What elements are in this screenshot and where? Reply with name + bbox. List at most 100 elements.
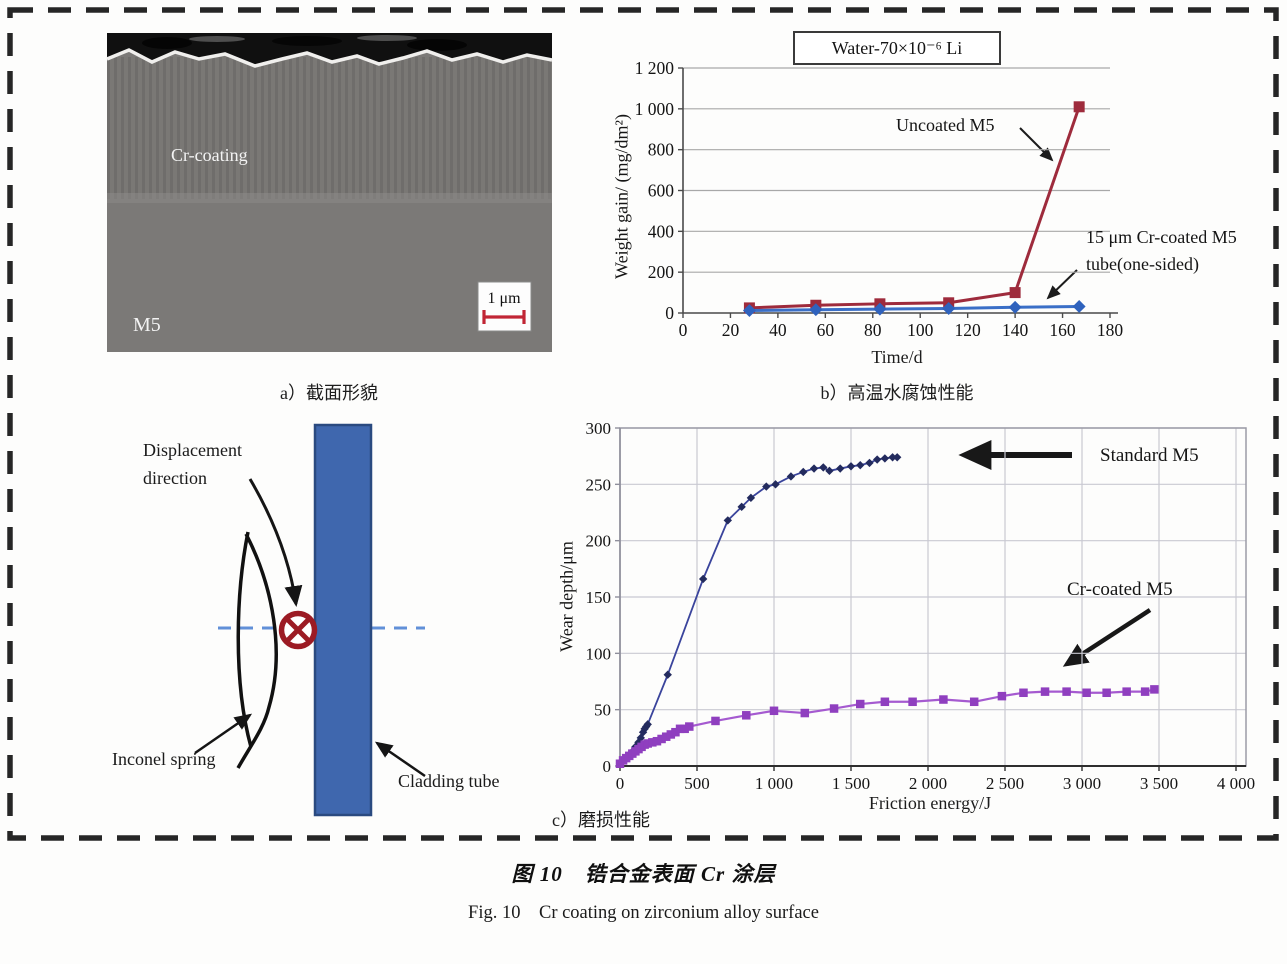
data-point bbox=[1009, 287, 1021, 299]
data-point bbox=[1150, 685, 1159, 694]
data-point bbox=[666, 730, 676, 739]
data-point bbox=[648, 738, 657, 747]
data-point bbox=[723, 516, 732, 525]
y-tick-label: 400 bbox=[648, 221, 675, 241]
figure-caption-en: Fig. 10 Cr coating on zirconium alloy su… bbox=[468, 903, 819, 923]
data-point bbox=[771, 480, 780, 489]
x-tick-label: 140 bbox=[1002, 320, 1029, 340]
x-tick-label: 100 bbox=[907, 320, 934, 340]
data-point bbox=[1073, 101, 1085, 113]
x-tick-label: 4 000 bbox=[1217, 774, 1255, 793]
standard-m5-label: Standard M5 bbox=[1100, 445, 1199, 466]
data-point bbox=[809, 303, 823, 317]
data-point bbox=[746, 493, 756, 503]
cr-coated-m5-label: 15 μm Cr-coated M5 tube(one-sided) bbox=[1086, 227, 1237, 274]
x-tick-label: 160 bbox=[1049, 320, 1076, 340]
data-point bbox=[1062, 687, 1071, 696]
y-tick-label: 800 bbox=[648, 140, 675, 160]
data-point bbox=[652, 736, 662, 746]
y-tick-label: 1 200 bbox=[635, 58, 675, 78]
x-tick-label: 0 bbox=[616, 774, 625, 793]
y-tick-label: 1 000 bbox=[635, 99, 675, 119]
uncoated-m5-label: Uncoated M5 bbox=[896, 115, 995, 135]
y-tick-label: 50 bbox=[594, 701, 611, 720]
inconel-spring-arrow bbox=[194, 713, 253, 755]
x-tick-label: 20 bbox=[722, 320, 740, 340]
data-point bbox=[893, 453, 902, 462]
x-tick-label: 1 000 bbox=[755, 774, 793, 793]
data-point bbox=[769, 706, 779, 716]
x-tick-label: 2 500 bbox=[986, 774, 1024, 793]
chart-c-xlabel: Friction energy/J bbox=[868, 793, 992, 813]
chart-b-ylabel: Weight gain/ (mg/dm²) bbox=[611, 114, 632, 279]
data-point bbox=[663, 670, 672, 679]
data-point bbox=[698, 574, 708, 584]
data-point bbox=[880, 454, 890, 463]
cladding-tube-arrow bbox=[374, 741, 426, 778]
data-point bbox=[939, 695, 948, 704]
caption-panel-b: b）高温水腐蚀性能 bbox=[820, 383, 974, 403]
y-tick-label: 0 bbox=[665, 303, 674, 323]
x-tick-label: 180 bbox=[1097, 320, 1124, 340]
data-point bbox=[1082, 688, 1091, 698]
sem-surface-ridge bbox=[106, 48, 553, 68]
data-point bbox=[643, 739, 652, 748]
y-tick-label: 100 bbox=[586, 644, 612, 663]
chart-b-title-box: Water-70×10⁻⁶ Li bbox=[793, 31, 1001, 65]
data-point bbox=[888, 453, 897, 462]
sem-image: Cr-coating M5 1 μm bbox=[106, 33, 553, 352]
data-point bbox=[661, 732, 671, 741]
uncoated-annotation-arrow bbox=[1019, 127, 1054, 162]
data-point bbox=[799, 467, 808, 477]
x-tick-label: 3 000 bbox=[1063, 774, 1101, 793]
data-point bbox=[836, 464, 845, 473]
chart-b-title: Water-70×10⁻⁶ Li bbox=[831, 38, 963, 58]
sem-debris bbox=[142, 37, 192, 49]
wear-chart: 0 500 1 000 1 500 2 000 2 500 3 000 3 500 4 000 0… bbox=[586, 419, 1256, 793]
x-tick-label: 40 bbox=[769, 320, 787, 340]
data-point bbox=[809, 464, 819, 473]
sem-label-substrate: M5 bbox=[133, 314, 161, 336]
fretting-test-diagram bbox=[194, 423, 426, 817]
x-tick-label: 80 bbox=[864, 320, 882, 340]
data-point bbox=[829, 704, 839, 713]
data-point bbox=[711, 716, 720, 726]
sem-debris bbox=[189, 36, 245, 42]
y-tick-label: 300 bbox=[586, 419, 612, 438]
scale-bar-label: 1 μm bbox=[487, 290, 521, 307]
data-point bbox=[800, 708, 810, 718]
data-point bbox=[737, 502, 746, 512]
data-point bbox=[1008, 300, 1022, 314]
data-point bbox=[1019, 688, 1028, 698]
y-tick-label: 250 bbox=[586, 475, 612, 494]
data-point bbox=[685, 722, 694, 731]
spring-right-arc bbox=[236, 533, 278, 769]
data-point bbox=[855, 699, 865, 709]
x-tick-label: 500 bbox=[684, 774, 710, 793]
data-point bbox=[742, 304, 756, 318]
cr-coated-m5-arrow bbox=[1062, 608, 1152, 667]
x-tick-label: 120 bbox=[955, 320, 982, 340]
data-point bbox=[872, 455, 882, 464]
x-tick-label: 60 bbox=[817, 320, 835, 340]
data-point bbox=[638, 728, 648, 737]
sem-label-coating: Cr-coating bbox=[171, 145, 248, 165]
displacement-direction-arrow bbox=[248, 478, 303, 607]
cladding-tube-label: Cladding tube bbox=[398, 771, 500, 791]
y-tick-label: 600 bbox=[648, 181, 675, 201]
x-tick-label: 3 500 bbox=[1140, 774, 1178, 793]
data-point bbox=[657, 734, 666, 744]
data-point bbox=[825, 466, 834, 476]
cr-coated-m5-annotation-label: Cr-coated M5 bbox=[1067, 579, 1173, 600]
x-tick-label: 2 000 bbox=[909, 774, 947, 793]
sem-micrograph: Cr-coating M5 1 μm bbox=[106, 33, 553, 352]
sem-debris bbox=[357, 35, 417, 41]
data-point bbox=[856, 460, 865, 470]
displacement-direction-label: Displacement direction bbox=[143, 440, 242, 488]
x-tick-label: 1 500 bbox=[832, 774, 870, 793]
series-line bbox=[749, 106, 1081, 310]
sem-interface-band bbox=[107, 193, 552, 203]
data-point bbox=[846, 462, 856, 471]
y-tick-label: 200 bbox=[648, 262, 675, 282]
